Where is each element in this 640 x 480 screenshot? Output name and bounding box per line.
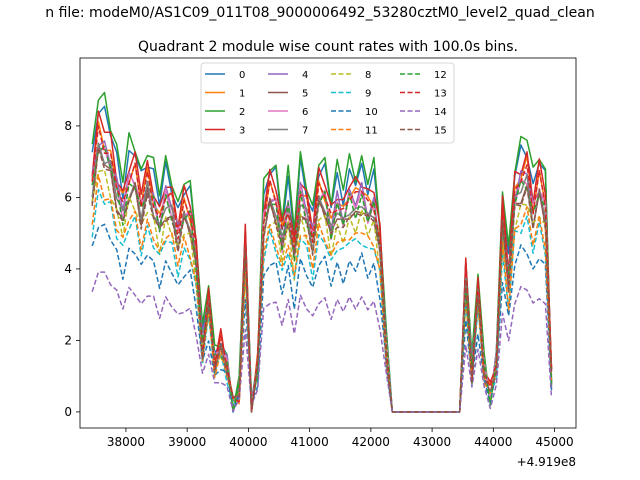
legend-label-13: 13 [434,89,447,100]
chart-title: Quadrant 2 module wise count rates with … [138,39,518,55]
legend-label-1: 1 [239,89,245,100]
legend-label-14: 14 [434,107,447,118]
legend-label-4: 4 [302,70,308,81]
axes-border [79,57,577,429]
x-tick-label: 45000 [535,435,573,449]
y-tick-label: 0 [64,405,72,419]
y-tick-label: 8 [64,119,72,133]
legend-label-5: 5 [302,89,308,100]
y-tick-label: 4 [64,262,72,276]
x-tick-label: 38000 [107,435,145,449]
legend-label-11: 11 [365,126,378,137]
x-tick-label: 39000 [168,435,206,449]
y-tick-label: 2 [64,333,72,347]
series-line-13 [91,125,553,413]
x-tick-label: 43000 [413,435,451,449]
legend-label-15: 15 [434,126,447,137]
series-line-10 [91,223,553,413]
x-tick-label: 41000 [291,435,329,449]
x-tick-label: 44000 [474,435,512,449]
legend-label-12: 12 [434,70,447,81]
figure-title: n file: modeM0/AS1C09_011T08_9000006492_… [45,5,594,21]
legend-label-7: 7 [302,126,308,137]
legend-label-3: 3 [239,126,245,137]
series-line-14 [91,271,553,413]
legend-frame [200,62,455,144]
x-offset-label: +4.919e8 [517,455,576,469]
series-line-9 [91,188,553,413]
x-tick-label: 42000 [352,435,390,449]
series-layer [91,91,553,413]
series-line-15 [91,146,553,413]
legend-label-8: 8 [365,70,371,81]
series-line-2 [91,91,553,413]
x-axis: 38000 39000 40000 41000 42000 43000 44000 45000 [107,428,574,449]
legend-label-2: 2 [239,107,245,118]
legend-label-6: 6 [302,107,308,118]
y-axis: 0 2 4 6 8 [64,119,80,419]
legend-label-9: 9 [365,89,371,100]
legend-label-10: 10 [365,107,378,118]
series-line-12 [91,145,553,413]
legend-label-0: 0 [239,70,245,81]
y-tick-label: 6 [64,190,72,204]
x-tick-label: 40000 [229,435,267,449]
